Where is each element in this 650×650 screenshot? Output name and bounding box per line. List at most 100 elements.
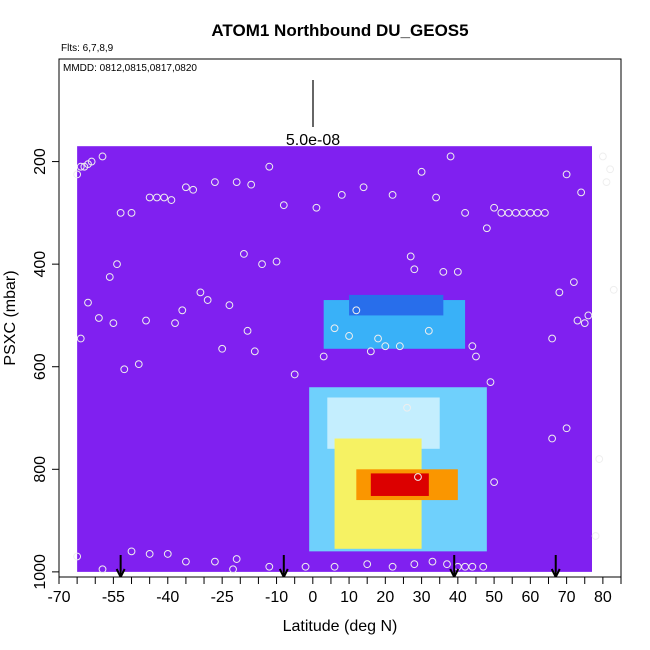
sample-point <box>598 152 607 161</box>
sample-point <box>424 326 433 335</box>
sample-point <box>609 285 618 294</box>
y-tick-label: 800 <box>32 456 49 483</box>
sample-point <box>388 562 397 571</box>
sample-point <box>359 183 368 192</box>
sample-point <box>403 403 411 412</box>
sample-point <box>414 473 422 481</box>
x-tick-label: -55 <box>102 589 125 606</box>
sample-point <box>250 347 259 356</box>
sample-point <box>366 347 375 356</box>
sample-point <box>73 552 82 561</box>
sample-point <box>439 267 448 276</box>
sample-point <box>163 550 172 558</box>
y-tick-label: 1000 <box>32 554 49 590</box>
sample-point <box>189 185 198 194</box>
x-axis: -70 -55 -40 -25 -10 0 10 20 30 40 50 60 70 80 <box>47 576 622 606</box>
sample-point <box>432 193 440 202</box>
sample-point <box>443 560 451 569</box>
y-axis-label: PSXC (mbar) <box>2 270 19 365</box>
sample-point <box>381 342 390 351</box>
sample-point <box>182 183 190 192</box>
sample-point <box>142 316 150 325</box>
sample-point <box>203 296 212 304</box>
x-tick-label: 0 <box>308 589 317 606</box>
sample-point <box>606 165 615 174</box>
sample-point <box>272 257 281 266</box>
x-tick-label: 80 <box>594 589 612 606</box>
sample-point <box>406 252 415 261</box>
sample-point <box>352 306 361 315</box>
sample-point <box>562 424 571 433</box>
sample-point <box>453 267 462 276</box>
sample-point <box>374 334 382 343</box>
sample-point <box>243 326 252 335</box>
sample-point <box>265 162 274 171</box>
sample-point <box>468 562 477 571</box>
x-tick-label: -10 <box>265 589 288 606</box>
x-tick-label: -70 <box>47 589 70 606</box>
sample-point <box>218 344 227 353</box>
y-tick-label: 200 <box>32 148 49 175</box>
chart-title: ATOM1 Northbound DU_GEOS5 <box>211 21 468 40</box>
sample-point <box>145 550 154 558</box>
sample-point <box>428 557 437 566</box>
sample-point <box>178 306 187 315</box>
x-tick-label: -40 <box>156 589 179 606</box>
sample-point <box>225 301 234 310</box>
sample-point <box>417 167 426 176</box>
sample-point <box>258 260 266 269</box>
y-tick-label: 600 <box>32 353 49 380</box>
sample-point <box>211 178 219 186</box>
x-tick-label: 70 <box>558 589 576 606</box>
sample-point <box>94 314 103 322</box>
sample-point <box>76 334 85 343</box>
x-tick-label: 50 <box>485 589 503 606</box>
sample-point <box>290 370 299 379</box>
sample-point <box>548 334 557 343</box>
scale-indicator: 5.0e-08 <box>286 80 340 149</box>
sample-point <box>98 152 107 161</box>
sample-point <box>73 170 82 179</box>
sample-point <box>555 288 564 297</box>
sample-point <box>232 555 241 563</box>
sample-point <box>240 249 248 258</box>
sample-point <box>196 288 205 297</box>
sample-point <box>167 196 176 204</box>
sample-point <box>109 319 118 328</box>
sample-point <box>279 201 288 210</box>
sample-point <box>577 188 586 197</box>
sample-point <box>312 203 321 212</box>
flights-note: Flts: 6,7,8,9 <box>61 43 114 54</box>
sample-point <box>410 560 419 569</box>
sample-point <box>229 565 237 574</box>
sample-point <box>134 360 143 369</box>
sample-point <box>337 191 346 199</box>
sample-point <box>486 378 495 387</box>
sample-point <box>116 208 125 217</box>
sample-point <box>573 316 582 325</box>
sample-point <box>482 224 491 233</box>
x-tick-label: 60 <box>521 589 539 606</box>
latitude-arrow <box>115 555 126 577</box>
sample-point <box>562 170 571 179</box>
sample-point <box>479 562 488 571</box>
sample-point <box>330 324 339 333</box>
y-tick-label: 400 <box>32 251 49 278</box>
sample-point <box>540 208 549 217</box>
sample-point <box>76 162 85 171</box>
plume-band <box>349 294 444 316</box>
sample-point <box>120 365 129 374</box>
sample-point <box>247 180 256 189</box>
sample-point <box>595 455 604 463</box>
sample-point <box>410 265 419 274</box>
latitude-arrow <box>278 555 289 577</box>
plot-area <box>73 146 618 577</box>
latitude-arrow <box>449 555 460 577</box>
sample-point <box>171 319 179 328</box>
sample-point <box>160 193 169 202</box>
sample-point <box>395 342 404 351</box>
sample-point <box>113 260 121 269</box>
sample-point <box>211 557 219 566</box>
sample-point <box>580 319 589 328</box>
sample-point <box>363 560 372 569</box>
